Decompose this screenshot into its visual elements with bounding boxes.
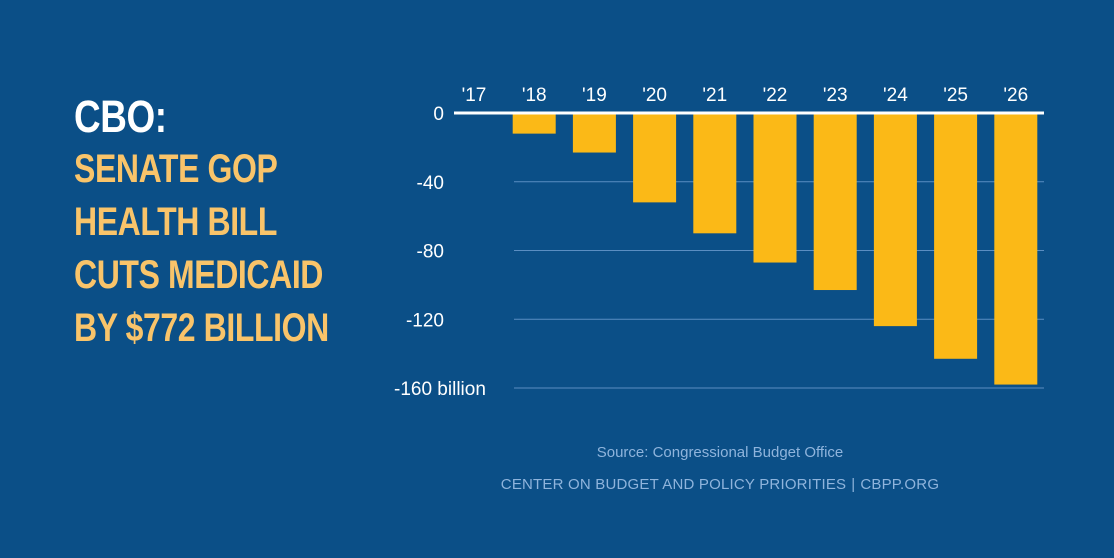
headline-line-4: BY $772 BILLION (74, 306, 329, 350)
y-tick-label: -160 billion (394, 379, 486, 400)
bar-3 (633, 113, 677, 203)
y-tick-label: -40 (417, 173, 444, 194)
organization-name: CENTER ON BUDGET AND POLICY PRIORITIES (500, 476, 847, 493)
x-tick-label: '23 (823, 85, 848, 106)
x-tick-label: '26 (1003, 85, 1028, 106)
x-tick-label: '19 (582, 85, 607, 106)
organization-site: CBPP.ORG (860, 476, 940, 493)
x-tick-label: '21 (702, 85, 727, 106)
y-tick-label: -80 (417, 242, 444, 263)
headline-lead: CBO: (74, 91, 167, 142)
x-tick-label: '17 (462, 85, 487, 106)
x-tick-label: '24 (883, 85, 908, 106)
bar-2 (572, 113, 616, 153)
x-tick-label: '22 (763, 85, 788, 106)
bar-8 (934, 113, 978, 359)
credit-separator: | (851, 476, 856, 493)
bar-5 (753, 113, 797, 263)
headline-line-1: SENATE GOP (74, 147, 278, 191)
y-tick-label: 0 (433, 104, 444, 125)
x-tick-label: '20 (642, 85, 667, 106)
x-tick-label: '25 (943, 85, 968, 106)
x-tick-label: '18 (522, 85, 547, 106)
headline: CBO: SENATE GOP HEALTH BILL CUTS MEDICAI… (74, 90, 393, 355)
bar-4 (693, 113, 737, 234)
bar-7 (873, 113, 917, 327)
bar-6 (813, 113, 857, 291)
headline-line-2: HEALTH BILL (74, 200, 277, 244)
bar-chart: 0 -40 -80 -120 -160 billion '17 '18 '19 '20 '21 '2… (394, 85, 1044, 400)
organization-credit: CENTER ON BUDGET AND POLICY PRIORITIES | C… (420, 476, 1020, 493)
source-note: Source: Congressional Budget Office (596, 444, 844, 461)
bar-9 (994, 113, 1038, 385)
y-tick-label: -120 (406, 310, 444, 331)
bar-1 (512, 113, 556, 134)
headline-line-3: CUTS MEDICAID (74, 253, 324, 297)
